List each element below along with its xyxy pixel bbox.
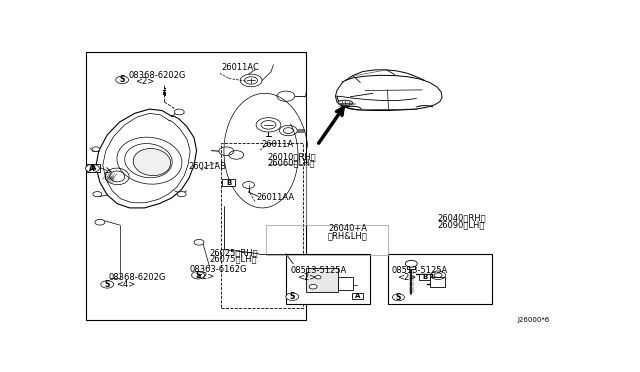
Text: 08368-6202G: 08368-6202G bbox=[129, 71, 186, 80]
Bar bbox=[352, 293, 364, 299]
Text: B: B bbox=[422, 274, 428, 280]
Bar bbox=[88, 164, 100, 171]
Ellipse shape bbox=[338, 100, 353, 105]
Circle shape bbox=[101, 280, 114, 288]
Text: <4>: <4> bbox=[116, 280, 135, 289]
Text: 26040〈RH〉: 26040〈RH〉 bbox=[437, 214, 486, 223]
Circle shape bbox=[405, 260, 417, 267]
Circle shape bbox=[86, 164, 99, 172]
Text: B: B bbox=[226, 180, 232, 186]
Text: S: S bbox=[120, 76, 125, 84]
Text: 08363-6162G: 08363-6162G bbox=[189, 265, 246, 274]
Circle shape bbox=[92, 147, 100, 151]
Text: <2>: <2> bbox=[397, 273, 417, 282]
Text: 26010〈RH〉: 26010〈RH〉 bbox=[268, 153, 316, 161]
Text: <2>: <2> bbox=[297, 273, 317, 282]
Bar bbox=[306, 268, 338, 292]
Circle shape bbox=[93, 192, 102, 197]
Bar bbox=[388, 254, 492, 304]
Text: 26060〈LH〉: 26060〈LH〉 bbox=[268, 159, 315, 168]
Text: 26011AC: 26011AC bbox=[221, 62, 259, 71]
Circle shape bbox=[116, 76, 129, 84]
Text: 26075〈LH〉: 26075〈LH〉 bbox=[209, 254, 257, 263]
Ellipse shape bbox=[133, 148, 171, 176]
Circle shape bbox=[191, 272, 205, 279]
Text: A: A bbox=[92, 165, 97, 171]
Circle shape bbox=[174, 109, 184, 115]
Text: 26011AB: 26011AB bbox=[188, 162, 226, 171]
Text: J26000*6: J26000*6 bbox=[518, 317, 550, 323]
Bar bbox=[408, 266, 415, 269]
Bar bbox=[86, 52, 306, 320]
Circle shape bbox=[95, 219, 105, 225]
Text: A: A bbox=[90, 164, 95, 173]
Text: 26040+A: 26040+A bbox=[328, 224, 367, 233]
Text: A: A bbox=[355, 293, 360, 299]
Text: 26011AA: 26011AA bbox=[256, 193, 294, 202]
Circle shape bbox=[309, 284, 317, 289]
Text: 〈RH&LH〉: 〈RH&LH〉 bbox=[328, 231, 368, 240]
Text: S: S bbox=[104, 280, 110, 289]
Text: 26011A: 26011A bbox=[261, 140, 293, 149]
Text: 26025〈RH〉: 26025〈RH〉 bbox=[209, 248, 257, 257]
Bar bbox=[338, 277, 353, 289]
Circle shape bbox=[392, 294, 404, 301]
Text: S: S bbox=[396, 293, 401, 302]
Text: 08368-6202G: 08368-6202G bbox=[109, 273, 166, 282]
Circle shape bbox=[177, 192, 186, 197]
Bar bbox=[419, 274, 430, 280]
Text: 08513-5125A: 08513-5125A bbox=[291, 266, 347, 275]
Text: <2>: <2> bbox=[195, 272, 214, 281]
Bar bbox=[222, 179, 236, 186]
Text: <2>: <2> bbox=[136, 77, 155, 86]
Text: 26090〈LH〉: 26090〈LH〉 bbox=[437, 220, 484, 230]
Bar bbox=[286, 254, 370, 304]
Text: 08513-5125A: 08513-5125A bbox=[392, 266, 448, 275]
Circle shape bbox=[286, 293, 299, 301]
Circle shape bbox=[315, 276, 321, 279]
Bar bbox=[429, 277, 445, 287]
Text: S: S bbox=[195, 271, 201, 280]
Bar bbox=[221, 144, 303, 308]
Circle shape bbox=[194, 240, 204, 245]
Text: S: S bbox=[290, 292, 295, 301]
